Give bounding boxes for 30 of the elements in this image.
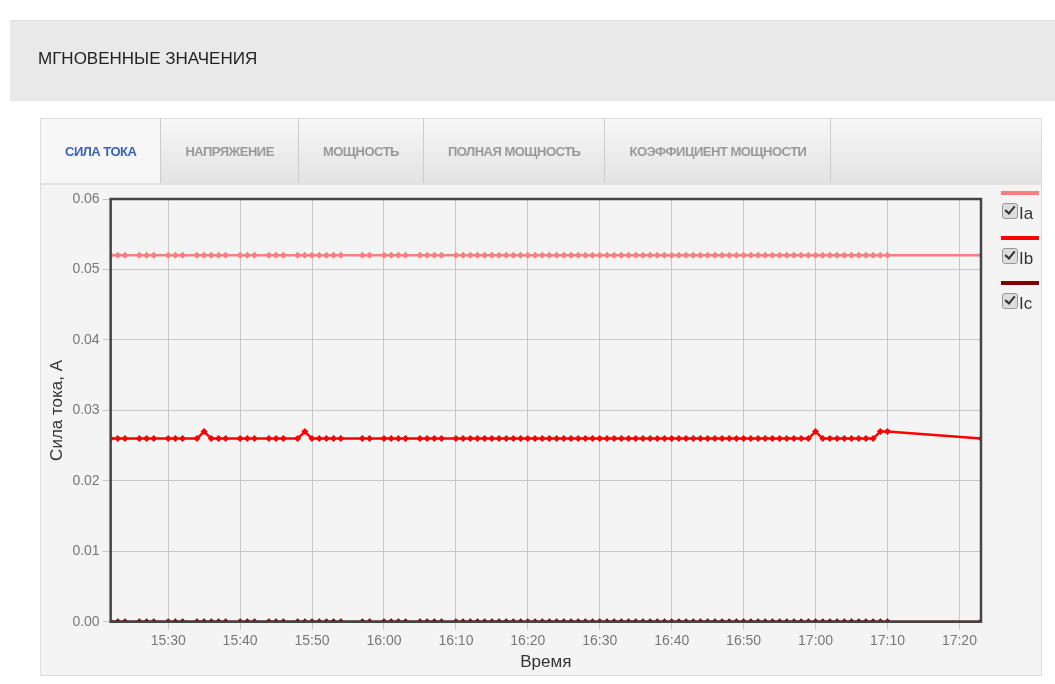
y-axis-title: Сила тока, А <box>46 359 66 461</box>
y-tick-label: 0.05 <box>72 260 100 277</box>
x-tick-label: 16:30 <box>582 632 618 649</box>
text: Ia <box>1019 204 1034 224</box>
x-tick-label: 15:30 <box>150 632 186 649</box>
y-tick-label: 0.01 <box>72 542 100 559</box>
x-tick-label: 15:40 <box>222 632 258 649</box>
y-tick-label: 0.06 <box>72 189 100 206</box>
x-tick-label: 17:10 <box>869 632 906 649</box>
text: КОЭФФИЦИЕНТ МОЩНОСТИ <box>605 119 832 183</box>
text: НАПРЯЖЕНИЕ <box>161 119 299 183</box>
x-tick-label: 16:50 <box>726 632 762 649</box>
text: ПОЛНАЯ МОЩНОСТЬ <box>423 119 606 183</box>
text: СИЛА ТОКА <box>41 119 162 183</box>
text: Ic <box>1019 294 1033 314</box>
y-tick-label: 0.00 <box>72 612 100 629</box>
x-tick-label: 16:10 <box>438 632 474 649</box>
x-tick-label: 16:20 <box>510 632 546 649</box>
text: Ib <box>1019 249 1034 269</box>
x-tick-label: 17:20 <box>941 632 978 649</box>
y-tick-label: 0.04 <box>72 330 100 347</box>
y-tick-label: 0.02 <box>72 471 100 488</box>
x-tick-label: 17:00 <box>798 632 834 649</box>
x-tick-label: 16:40 <box>654 632 690 649</box>
chart-title: МГНОВЕННЫЕ ЗНАЧЕНИЯ <box>38 49 258 69</box>
text: МОЩНОСТЬ <box>298 119 424 183</box>
x-tick-label: 15:50 <box>294 632 330 649</box>
x-axis-title: Время <box>520 652 572 672</box>
y-tick-label: 0.03 <box>72 401 100 418</box>
x-tick-label: 16:00 <box>366 632 402 649</box>
